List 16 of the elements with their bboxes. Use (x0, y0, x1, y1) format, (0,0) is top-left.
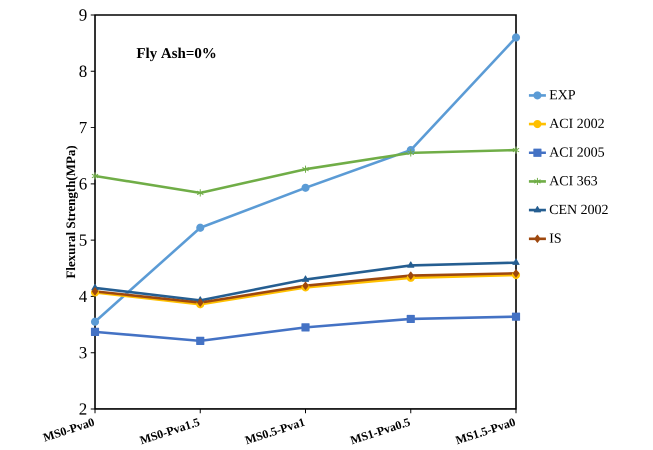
legend-label: ACI 2005 (549, 147, 604, 157)
legend-label: ACI 363 (549, 176, 598, 186)
annotation: Fly Ash=0% (136, 48, 216, 62)
legend-label: ACI 2002 (549, 118, 604, 128)
legend-label: EXP (550, 90, 575, 100)
y-tick-label: 9 (79, 9, 87, 21)
y-tick-label: 4 (79, 290, 87, 302)
legend-label: IS (550, 233, 561, 243)
y-axis-title: Flexural Strength(MPa) (66, 146, 78, 278)
legend-label: CEN 2002 (550, 204, 608, 214)
y-tick-label: 6 (80, 178, 87, 190)
y-tick-label: 5 (80, 234, 87, 246)
y-tick-label: 2 (80, 403, 86, 415)
y-tick-label: 7 (80, 122, 87, 134)
y-tick-label: 8 (79, 66, 87, 77)
y-tick-label: 3 (80, 347, 87, 358)
